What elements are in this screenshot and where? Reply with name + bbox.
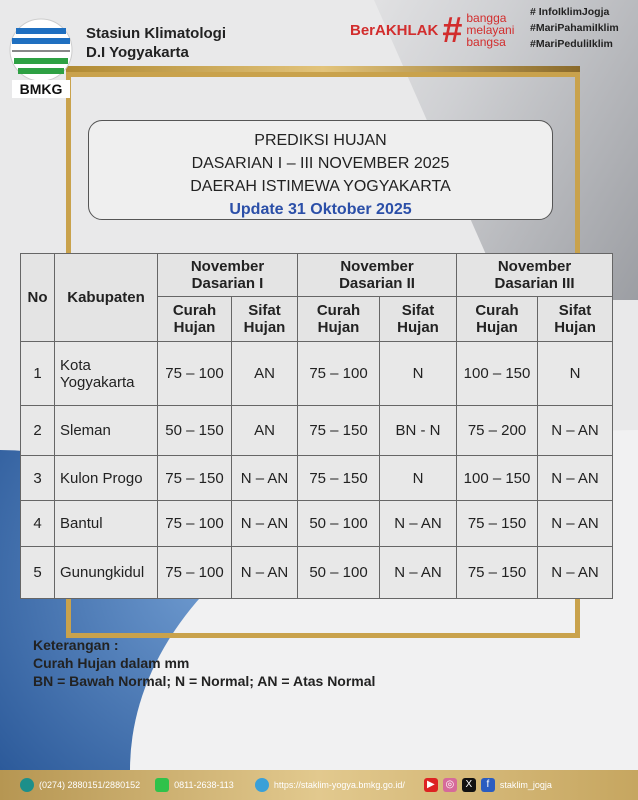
table-row: 1 Kota Yogyakarta 75 – 100 AN 75 – 100 N 100 –… bbox=[20, 341, 614, 406]
x-icon[interactable]: X bbox=[461, 778, 476, 792]
berakhlak-text: BerAKHLAK bbox=[350, 21, 439, 39]
cell-sifat-hujan: N bbox=[379, 455, 458, 501]
header-sifat-hujan: Sifat Hujan bbox=[230, 296, 299, 342]
update-date: Update 31 Oktober 2025 bbox=[229, 201, 412, 218]
station-name: Stasiun Klimatologi D.I Yogyakarta bbox=[86, 24, 226, 62]
hashtag: #MariPeduliIklim bbox=[530, 38, 613, 50]
cell-no: 3 bbox=[20, 455, 55, 501]
cell-curah-hujan: 75 – 100 bbox=[157, 500, 232, 547]
cell-kabupaten: Kota Yogyakarta bbox=[54, 341, 158, 406]
title-line1: PREDIKSI HUJAN bbox=[254, 132, 387, 149]
berakhlak-logo: BerAKHLAK # bangga melayani bangsa bbox=[350, 9, 515, 50]
table-row: 4 Bantul 75 – 100 N – AN 50 – 100 N – AN 75 – … bbox=[20, 500, 614, 547]
header-period: November Dasarian III bbox=[456, 253, 614, 297]
cell-curah-hujan: 75 – 150 bbox=[456, 546, 539, 599]
header-period: November Dasarian I bbox=[156, 253, 299, 297]
hashtag: #MariPahamiIklim bbox=[530, 22, 619, 34]
phone-icon bbox=[20, 778, 34, 792]
cell-sifat-hujan: N – AN bbox=[230, 500, 299, 547]
cell-sifat-hujan: N bbox=[379, 341, 458, 406]
cell-sifat-hujan: N – AN bbox=[537, 405, 614, 456]
hashtag: # InfoIklimJogja bbox=[530, 6, 610, 18]
header-period: November Dasarian II bbox=[297, 253, 458, 297]
cell-no: 4 bbox=[20, 500, 55, 547]
bmkg-logo: BMKG bbox=[8, 14, 74, 98]
cell-sifat-hujan: N – AN bbox=[537, 546, 614, 599]
instagram-icon[interactable]: ◎ bbox=[442, 778, 457, 792]
cell-curah-hujan: 75 – 100 bbox=[157, 341, 232, 406]
hash-icon: # bbox=[442, 9, 463, 50]
cell-curah-hujan: 50 – 100 bbox=[297, 546, 381, 599]
svg-text:BMKG: BMKG bbox=[20, 81, 63, 97]
table-row: 2 Sleman 50 – 150 AN 75 – 150 BN - N 75 – 200 N… bbox=[20, 405, 614, 456]
cell-curah-hujan: 50 – 100 bbox=[297, 500, 381, 547]
cell-curah-hujan: 75 – 150 bbox=[456, 500, 539, 547]
cell-kabupaten: Bantul bbox=[54, 500, 158, 547]
cell-curah-hujan: 75 – 150 bbox=[297, 405, 381, 456]
cell-sifat-hujan: N – AN bbox=[537, 455, 614, 501]
cell-sifat-hujan: N – AN bbox=[537, 500, 614, 547]
cell-kabupaten: Kulon Progo bbox=[54, 455, 158, 501]
cell-sifat-hujan: AN bbox=[230, 341, 299, 406]
hashtags: # InfoIklimJogja #MariPahamiIklim #MariPed… bbox=[530, 4, 636, 52]
header-curah-hujan: Curah Hujan bbox=[157, 296, 232, 342]
facebook-icon[interactable]: f bbox=[480, 778, 495, 792]
cell-curah-hujan: 50 – 150 bbox=[157, 405, 232, 456]
cell-sifat-hujan: N – AN bbox=[379, 546, 458, 599]
cell-curah-hujan: 75 – 150 bbox=[157, 455, 232, 501]
social-handle: staklim_jogja bbox=[499, 780, 552, 790]
whatsapp-number: 0811-2638-113 bbox=[174, 780, 234, 790]
cell-curah-hujan: 75 – 100 bbox=[297, 341, 381, 406]
cell-sifat-hujan: BN - N bbox=[379, 405, 458, 456]
header-curah-hujan: Curah Hujan bbox=[297, 296, 381, 342]
cell-sifat-hujan: AN bbox=[230, 405, 299, 456]
notes-line: Curah Hujan dalam mm bbox=[33, 655, 190, 671]
globe-icon bbox=[254, 778, 269, 792]
whatsapp-icon bbox=[155, 778, 170, 792]
header-sifat-hujan: Sifat Hujan bbox=[537, 296, 614, 342]
melayani: melayani bbox=[466, 23, 515, 37]
header-sifat-hujan: Sifat Hujan bbox=[379, 296, 458, 342]
cell-sifat-hujan: N bbox=[537, 341, 614, 406]
legend-notes: Keterangan : Curah Hujan dalam mm BN = B… bbox=[33, 636, 375, 690]
notes-title: Keterangan : bbox=[33, 637, 119, 653]
cell-sifat-hujan: N – AN bbox=[230, 455, 299, 501]
bangga: bangga bbox=[466, 11, 507, 25]
footer: (0274) 2880151/2880152 0811-2638-113 htt… bbox=[0, 770, 638, 800]
cell-kabupaten: Gunungkidul bbox=[54, 546, 158, 599]
gold-bar bbox=[66, 66, 580, 72]
header-kabupaten: Kabupaten bbox=[54, 253, 158, 342]
header-no: No bbox=[20, 253, 55, 342]
cell-kabupaten: Sleman bbox=[54, 405, 158, 456]
phone-number: (0274) 2880151/2880152 bbox=[39, 780, 141, 790]
cell-no: 5 bbox=[20, 546, 55, 599]
cell-sifat-hujan: N – AN bbox=[230, 546, 299, 599]
cell-no: 1 bbox=[20, 341, 55, 406]
org-line2: D.I Yogyakarta bbox=[86, 44, 189, 61]
notes-line: BN = Bawah Normal; N = Normal; AN = Atas… bbox=[33, 673, 376, 689]
cell-curah-hujan: 75 – 200 bbox=[456, 405, 539, 456]
cell-curah-hujan: 100 – 150 bbox=[456, 341, 539, 406]
table-row: 3 Kulon Progo 75 – 150 N – AN 75 – 150 N 100 –… bbox=[20, 455, 614, 501]
cell-curah-hujan: 75 – 100 bbox=[157, 546, 232, 599]
cell-sifat-hujan: N – AN bbox=[379, 500, 458, 547]
cell-curah-hujan: 75 – 150 bbox=[297, 455, 381, 501]
title-line2: DASARIAN I – III NOVEMBER 2025 bbox=[191, 155, 450, 172]
table-row: 5 Gunungkidul 75 – 100 N – AN 50 – 100 N – AN… bbox=[20, 546, 614, 599]
cell-no: 2 bbox=[20, 405, 55, 456]
website-link[interactable]: https://staklim-yogya.bmkg.go.id/ bbox=[273, 780, 405, 790]
youtube-icon[interactable]: ▶ bbox=[423, 778, 438, 792]
title-box: PREDIKSI HUJAN DASARIAN I – III NOVEMBER… bbox=[88, 120, 553, 220]
header-curah-hujan: Curah Hujan bbox=[456, 296, 539, 342]
cell-curah-hujan: 100 – 150 bbox=[456, 455, 539, 501]
title-line3: DAERAH ISTIMEWA YOGYAKARTA bbox=[190, 178, 451, 195]
rainfall-table: No Kabupaten November Dasarian I November… bbox=[20, 253, 614, 599]
org-line1: Stasiun Klimatologi bbox=[86, 25, 227, 42]
bangsa: bangsa bbox=[466, 35, 506, 49]
